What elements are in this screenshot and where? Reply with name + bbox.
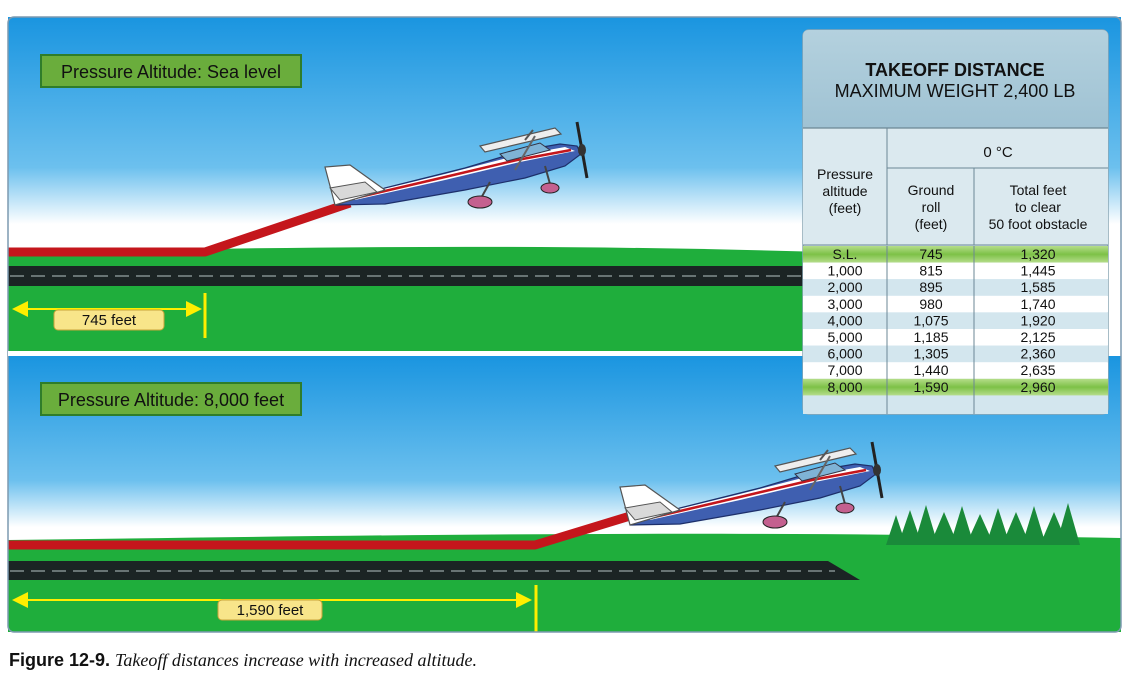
altitude-label: Pressure Altitude: 8,000 feet [58, 390, 284, 410]
altitude-label: Pressure Altitude: Sea level [61, 62, 281, 82]
table-row-background [803, 312, 1108, 329]
table-cell-altitude: 8,000 [827, 379, 862, 395]
flight-path [8, 508, 642, 550]
table-cell-ground-roll: 1,440 [913, 362, 948, 378]
table-row-background [803, 295, 1108, 313]
table-cell-altitude: 5,000 [827, 329, 862, 345]
table-cell-total: 1,920 [1020, 312, 1055, 328]
table-row-background [803, 345, 1108, 363]
table-row-background [803, 246, 1108, 263]
ground-roll-header-line: Ground [908, 182, 955, 198]
table-cell-ground-roll: 745 [919, 246, 943, 262]
distance-label: 1,590 feet [237, 602, 305, 619]
table-row-background [803, 279, 1108, 296]
table-subtitle: MAXIMUM WEIGHT 2,400 LB [835, 81, 1076, 101]
temperature-header: 0 °C [983, 144, 1013, 161]
table-cell-ground-roll: 1,185 [913, 329, 948, 345]
table-row: 5,000 1,185 2,125 [803, 329, 1108, 346]
table-row: 4,000 1,075 1,920 [803, 312, 1108, 329]
table-cell-ground-roll: 895 [919, 279, 943, 295]
table-row-background [803, 378, 1108, 396]
grass [8, 246, 820, 351]
table-row: 8,000 1,590 2,960 [803, 378, 1108, 396]
table-cell-ground-roll: 980 [919, 296, 943, 312]
table-row: 3,000 980 1,740 [803, 295, 1108, 313]
caption-text: Takeoff distances increase with increase… [115, 650, 477, 670]
ground-roll-header-line: (feet) [915, 216, 948, 232]
table-cell-ground-roll: 1,305 [913, 346, 948, 362]
table-cell-total: 1,320 [1020, 246, 1055, 262]
total-header-line: to clear [1015, 199, 1061, 215]
table-row-background [803, 329, 1108, 346]
table-cell-altitude: 4,000 [827, 312, 862, 328]
table-cell-ground-roll: 1,075 [913, 312, 948, 328]
altitude-header-line: (feet) [829, 200, 862, 216]
table-row: 1,000 815 1,445 [803, 262, 1108, 280]
distance-tag [217, 599, 323, 621]
table-row: 7,000 1,440 2,635 [803, 362, 1108, 379]
figure-number: Figure 12-9. [9, 650, 111, 670]
table-cell-altitude: 2,000 [827, 279, 862, 295]
flight-path [8, 198, 352, 257]
table-cell-altitude: 7,000 [827, 362, 862, 378]
table-cell-ground-roll: 815 [919, 263, 943, 279]
table-cell-ground-roll: 1,590 [913, 379, 948, 395]
total-header-line: 50 foot obstacle [989, 216, 1088, 232]
table-cell-total: 2,960 [1020, 379, 1055, 395]
table-cell-total: 2,360 [1020, 346, 1055, 362]
table-cell-total: 1,740 [1020, 296, 1055, 312]
ground-roll-header-line: roll [922, 199, 941, 215]
table-cell-total: 2,125 [1020, 329, 1055, 345]
table-row-background [803, 262, 1108, 280]
altitude-header-line: Pressure [817, 166, 873, 182]
table-cell-altitude: 6,000 [827, 346, 862, 362]
table-cell-total: 2,635 [1020, 362, 1055, 378]
altitude-label-box: Pressure Altitude: 8,000 feet [40, 382, 302, 416]
table-cell-altitude: 1,000 [827, 263, 862, 279]
tree-line [886, 503, 1080, 545]
altitude-label-box: Pressure Altitude: Sea level [40, 54, 302, 88]
figure-frame [7, 16, 1122, 633]
table-cell-total: 1,585 [1020, 279, 1055, 295]
table-footer-space [803, 395, 1108, 414]
takeoff-distance-table: TAKEOFF DISTANCE MAXIMUM WEIGHT 2,400 LB… [802, 29, 1109, 415]
table-row: 6,000 1,305 2,360 [803, 345, 1108, 363]
figure-caption: Figure 12-9. Takeoff distances increase … [9, 650, 477, 671]
table-row-background [803, 362, 1108, 379]
table-row: S.L. 745 1,320 [803, 246, 1108, 263]
table-row: 2,000 895 1,585 [803, 279, 1108, 296]
table-cell-altitude: 3,000 [827, 296, 862, 312]
altitude-header-line: altitude [822, 183, 867, 199]
total-header-line: Total feet [1010, 182, 1067, 198]
table-title: TAKEOFF DISTANCE [865, 60, 1044, 80]
distance-label: 745 feet [82, 312, 137, 329]
distance-tag [53, 309, 165, 331]
table-cell-altitude: S.L. [833, 246, 858, 262]
table-cell-total: 1,445 [1020, 263, 1055, 279]
